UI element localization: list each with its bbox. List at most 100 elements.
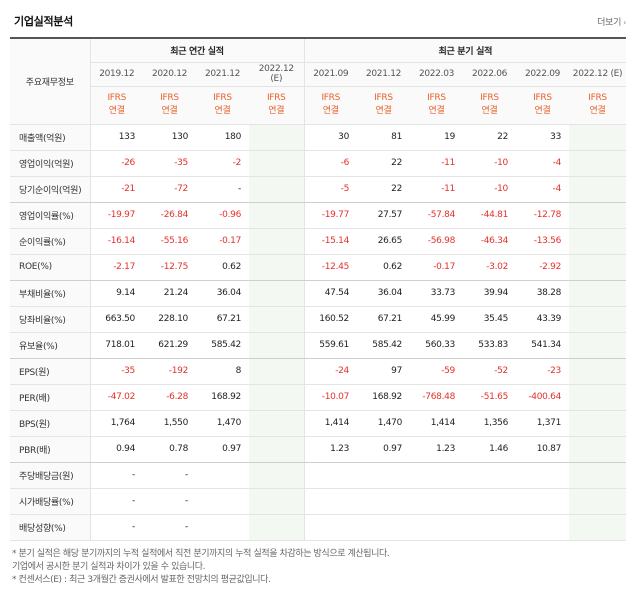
- table-cell: -10: [463, 150, 516, 177]
- quarter-group-header: 최근 분기 실적: [304, 37, 627, 63]
- table-cell: -12.45: [304, 254, 357, 281]
- table-cell: -59: [410, 358, 463, 385]
- table-cell: -19.77: [304, 202, 357, 229]
- ifrs-top: IFRS: [107, 93, 127, 103]
- table-cell: [249, 332, 305, 359]
- footnote-2: 기업에서 공시한 분기 실적과 차이가 있을 수 있습니다.: [12, 562, 206, 572]
- row-label: PER(배): [10, 384, 91, 411]
- table-cell: [249, 254, 305, 281]
- table-cell: [196, 488, 249, 515]
- table-cell: 560.33: [410, 332, 463, 359]
- table-cell: 130: [143, 124, 196, 151]
- table-row: 순이익률(%) -16.14 -55.16 -0.17 -15.14 26.65 -56.9…: [10, 228, 627, 255]
- footnote-3: * 컨센서스(E) : 최근 3개월간 증권사에서 발표한 전망치의 평균값입니…: [12, 575, 271, 585]
- table-cell: -0.17: [410, 254, 463, 281]
- table-cell: 1,470: [196, 410, 249, 437]
- table-cell: -0.17: [196, 228, 249, 255]
- table-cell: [304, 488, 357, 515]
- table-cell: -4: [516, 150, 569, 177]
- ifrs-bottom: 연결: [375, 106, 392, 116]
- footnote-1: * 분기 실적은 해당 분기까지의 누적 실적에서 직전 분기까지의 누적 실적…: [12, 549, 390, 559]
- table-cell: -35: [90, 358, 143, 385]
- table-row: 영업이익률(%) -19.97 -26.84 -0.96 -19.77 27.57 -57.…: [10, 202, 627, 229]
- table-cell: 718.01: [90, 332, 143, 359]
- table-cell: 168.92: [357, 384, 410, 411]
- table-cell: [569, 384, 627, 411]
- table-cell: -51.65: [463, 384, 516, 411]
- table-cell: 585.42: [196, 332, 249, 359]
- table-cell: 160.52: [304, 306, 357, 333]
- row-label: 유보율(%): [10, 332, 91, 359]
- table-row: 배당성향(%) - -: [10, 514, 627, 541]
- table-cell: [410, 488, 463, 515]
- table-cell: -: [143, 462, 196, 489]
- row-label: 당좌비율(%): [10, 306, 91, 333]
- annual-group-header: 최근 연간 실적: [90, 37, 305, 63]
- table-cell: [569, 150, 627, 177]
- table-cell: [249, 202, 305, 229]
- table-cell: 39.94: [463, 280, 516, 307]
- ifrs-bottom: 연결: [268, 106, 285, 116]
- ifrs-label: IFRS 연결: [569, 86, 627, 125]
- table-cell: 35.45: [463, 306, 516, 333]
- table-row: ROE(%) -2.17 -12.75 0.62 -12.45 0.62 -0.17 -3.0…: [10, 254, 627, 281]
- table-cell: -: [196, 176, 249, 203]
- table-cell: 0.78: [143, 436, 196, 463]
- table-cell: 1,414: [304, 410, 357, 437]
- table-cell: -55.16: [143, 228, 196, 255]
- table-cell: -4: [516, 176, 569, 203]
- section-title: 기업실적분석: [14, 15, 73, 28]
- table-cell: -6.28: [143, 384, 196, 411]
- row-label: 영업이익률(%): [10, 202, 91, 229]
- table-cell: -5: [304, 176, 357, 203]
- table-cell: -56.98: [410, 228, 463, 255]
- table-cell: [569, 202, 627, 229]
- row-label: 시가배당률(%): [10, 488, 91, 515]
- table-cell: -: [90, 514, 143, 541]
- ifrs-bottom: 연결: [534, 106, 551, 116]
- table-cell: 27.57: [357, 202, 410, 229]
- row-label: PBR(배): [10, 436, 91, 463]
- table-cell: -2.17: [90, 254, 143, 281]
- table-cell: 1.23: [410, 436, 463, 463]
- table-cell: [569, 410, 627, 437]
- table-cell: 26.65: [357, 228, 410, 255]
- table-cell: 1,550: [143, 410, 196, 437]
- table-cell: 21.24: [143, 280, 196, 307]
- table-cell: 168.92: [196, 384, 249, 411]
- table-cell: -2: [196, 150, 249, 177]
- table-cell: 22: [357, 176, 410, 203]
- table-cell: -: [143, 488, 196, 515]
- row-label: 배당성향(%): [10, 514, 91, 541]
- period-header: 2022.06: [463, 62, 516, 87]
- table-cell: 45.99: [410, 306, 463, 333]
- table-cell: 228.10: [143, 306, 196, 333]
- table-cell: -6: [304, 150, 357, 177]
- table-cell: [249, 150, 305, 177]
- table-cell: [304, 514, 357, 541]
- table-cell: 22: [463, 124, 516, 151]
- table-cell: [249, 176, 305, 203]
- table-cell: [249, 124, 305, 151]
- table-cell: -10.07: [304, 384, 357, 411]
- table-cell: 30: [304, 124, 357, 151]
- table-cell: -21: [90, 176, 143, 203]
- ifrs-label: IFRS 연결: [463, 86, 516, 125]
- table-cell: [249, 358, 305, 385]
- table-cell: 559.61: [304, 332, 357, 359]
- more-label: 더보기: [597, 18, 622, 28]
- ifrs-top: IFRS: [321, 93, 341, 103]
- more-link[interactable]: 더보기 ›: [597, 15, 626, 28]
- table-cell: -0.96: [196, 202, 249, 229]
- ifrs-top: IFRS: [160, 93, 179, 103]
- table-cell: [569, 332, 627, 359]
- period-header: 2021.12: [196, 62, 249, 87]
- table-cell: [249, 228, 305, 255]
- financial-table: 주요재무정보 최근 연간 실적 최근 분기 실적 2019.12 2020.12 2021…: [10, 37, 627, 541]
- table-row: PER(배) -47.02 -6.28 168.92 -10.07 168.92 -768.…: [10, 384, 627, 411]
- table-cell: 36.04: [357, 280, 410, 307]
- table-cell: [569, 514, 627, 541]
- period-header: 2020.12: [143, 62, 196, 87]
- table-cell: [196, 514, 249, 541]
- corner-header: 주요재무정보: [10, 37, 91, 125]
